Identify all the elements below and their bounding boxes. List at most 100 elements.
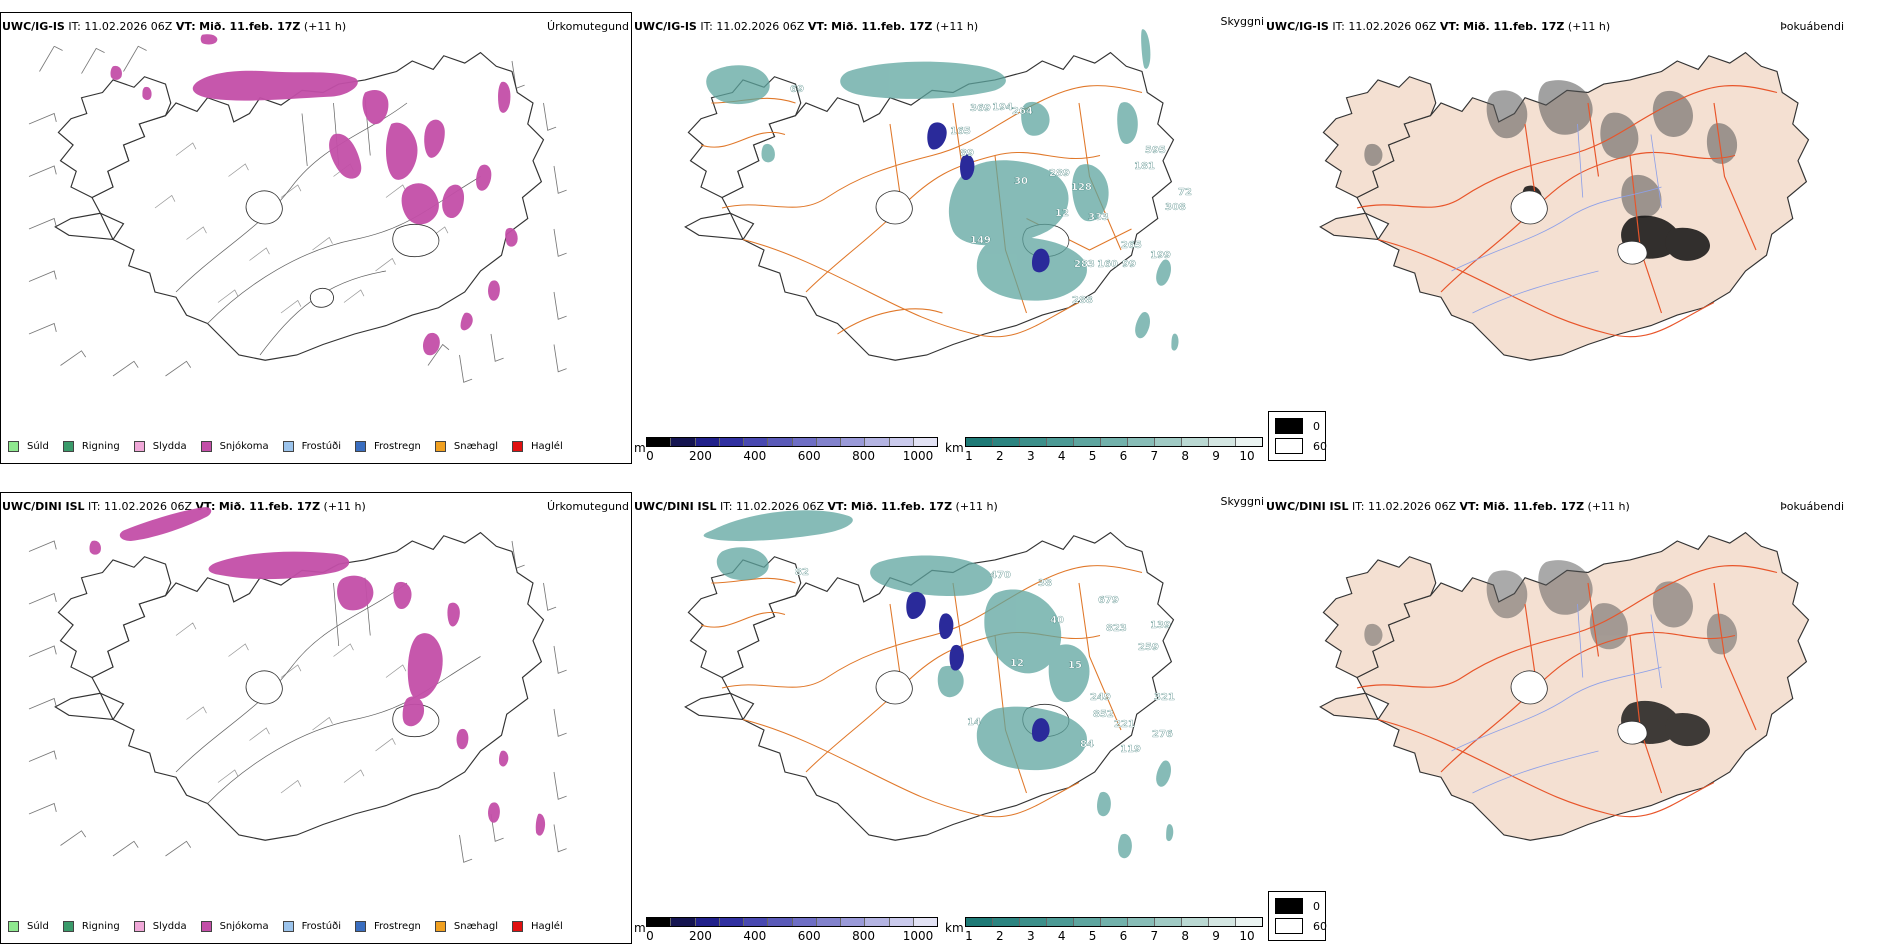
legend-item-7: Haglél <box>512 921 563 932</box>
legend-item-2: Slydda <box>133 921 187 932</box>
fog-legend-item: 0 <box>1275 418 1320 434</box>
colorbar-tick-label: 1 <box>965 929 973 943</box>
colorbar-cell <box>966 438 992 446</box>
legend-item-5: Frostregn <box>355 921 421 932</box>
visibility-value-label: 139 <box>1150 620 1171 631</box>
legend-item-4: Frostúði <box>282 441 341 452</box>
legend-item-4: Frostúði <box>282 921 341 932</box>
fog-legend-swatch <box>1275 438 1303 454</box>
legend-swatch <box>62 441 74 452</box>
colorbar-tick-label: 2 <box>996 929 1004 943</box>
panel-type-label: Úrkomutegund <box>547 20 629 33</box>
legend-label: Rigning <box>81 921 120 932</box>
colorbar-tick-label: 7 <box>1150 929 1159 943</box>
visibility-value-label: 249 <box>1090 692 1111 703</box>
visibility-colorbar-row1: km 1 2 3 4 5 6 7 8 9 10 <box>945 437 1265 465</box>
panel-title-row1-mid: UWC/IG-IS IT: 11.02.2026 06Z VT: Mið. 11… <box>634 20 979 33</box>
visibility-value-label: 15 <box>1068 660 1082 671</box>
colorbar-cell <box>888 438 913 446</box>
legend-swatch <box>355 921 366 932</box>
colorbar-tick-label: 200 <box>688 449 712 463</box>
legend-label: Slydda <box>152 921 187 932</box>
colorbar-tick-label: 6 <box>1119 929 1128 943</box>
fog-legend-row2: 0 60 <box>1268 891 1327 941</box>
colorbar-tick-label: 800 <box>852 449 876 463</box>
visibility-value-label: 38 <box>1038 578 1052 589</box>
colorbar-tick-label: 10 <box>1239 929 1255 943</box>
legend-item-1: Rigning <box>62 441 120 452</box>
visibility-value-label: 679 <box>1098 595 1119 606</box>
colorbar-cell <box>1208 918 1235 926</box>
visibility-value-label: 470 <box>990 570 1011 581</box>
fog-legend-swatch <box>1275 918 1303 934</box>
panel-type-label: Þokuábendi <box>1780 500 1844 513</box>
colorbar-cell <box>743 438 768 446</box>
legend-label: Rigning <box>81 441 120 452</box>
legend-swatch <box>62 921 74 932</box>
visibility-cells <box>965 437 1263 447</box>
colorbar-cell <box>1235 918 1262 926</box>
colorbar-tick-label: 1000 <box>902 929 934 943</box>
colorbar-cell <box>1127 438 1154 446</box>
precip-type-frame-row1 <box>0 12 632 464</box>
colorbar-cell <box>864 918 889 926</box>
colorbar-tick-label: 800 <box>852 929 876 943</box>
ceiling-colorbar-row2: m 0 200 400 600 800 1000 <box>634 917 939 945</box>
legend-swatch <box>200 921 212 932</box>
colorbar-cell <box>1154 438 1181 446</box>
colorbar-tick-label: 3 <box>1026 929 1035 943</box>
visibility-value-label: 84 <box>1080 739 1094 750</box>
visibility-value-label: 321 <box>1154 692 1175 703</box>
visibility-value-label: 160 <box>1097 259 1118 270</box>
visibility-value-label: 289 <box>1049 168 1070 179</box>
visibility-value-label: 852 <box>1093 709 1114 720</box>
colorbar-tick-label: 200 <box>688 929 712 943</box>
colorbar-tick-label: 7 <box>1150 449 1159 463</box>
fog-legend-label: 0 <box>1313 899 1320 913</box>
colorbar-tick-label: 5 <box>1088 929 1097 943</box>
visibility-cells <box>965 917 1263 927</box>
legend-item-0: Súld <box>8 441 49 452</box>
visibility-value-label: 99 <box>1122 259 1136 270</box>
visibility-unit: km <box>945 921 964 935</box>
panel-type-label: Skyggni <box>1220 495 1264 508</box>
visibility-value-label: 259 <box>1138 642 1159 653</box>
legend-label: Haglél <box>531 441 563 452</box>
legend-item-7: Haglél <box>512 441 563 452</box>
legend-swatch <box>282 921 294 932</box>
colorbar-cell <box>888 918 913 926</box>
colorbar-cell <box>1073 918 1100 926</box>
ceiling-cells <box>646 917 938 927</box>
legend-label: Snjókoma <box>219 441 269 452</box>
legend-swatch <box>434 441 446 452</box>
colorbar-cell <box>1235 438 1262 446</box>
legend-swatch <box>8 441 19 452</box>
legend-label: Snæhagl <box>453 921 499 932</box>
colorbar-cell <box>840 918 865 926</box>
precip-type-frame-row2 <box>0 492 632 944</box>
legend-label: Frostregn <box>374 441 421 452</box>
panel-type-label: Úrkomutegund <box>547 500 629 513</box>
colorbar-cell <box>694 438 719 446</box>
visibility-value-label: 823 <box>1106 623 1127 634</box>
fog-legend-label: 0 <box>1313 419 1320 433</box>
colorbar-cell <box>815 918 840 926</box>
fog-legend-label: 60 <box>1313 919 1327 933</box>
panel-title-row1-left: UWC/IG-IS IT: 11.02.2026 06Z VT: Mið. 11… <box>2 20 347 33</box>
precip-legend-row1: Súld Rigning Slydda Snjókoma Frostúði Frostre… <box>8 441 573 452</box>
colorbar-tick-label: 0 <box>646 929 654 943</box>
legend-swatch <box>200 441 212 452</box>
legend-label: Frostúði <box>301 921 341 932</box>
colorbar-cell <box>791 438 816 446</box>
colorbar-tick-label: 10 <box>1239 449 1255 463</box>
legend-swatch <box>355 441 366 452</box>
legend-label: Snjókoma <box>219 921 269 932</box>
colorbar-cell <box>966 918 992 926</box>
colorbar-cell <box>718 438 743 446</box>
legend-label: Haglél <box>531 921 563 932</box>
colorbar-cell <box>767 438 792 446</box>
visibility-value-label: 221 <box>1114 719 1135 730</box>
